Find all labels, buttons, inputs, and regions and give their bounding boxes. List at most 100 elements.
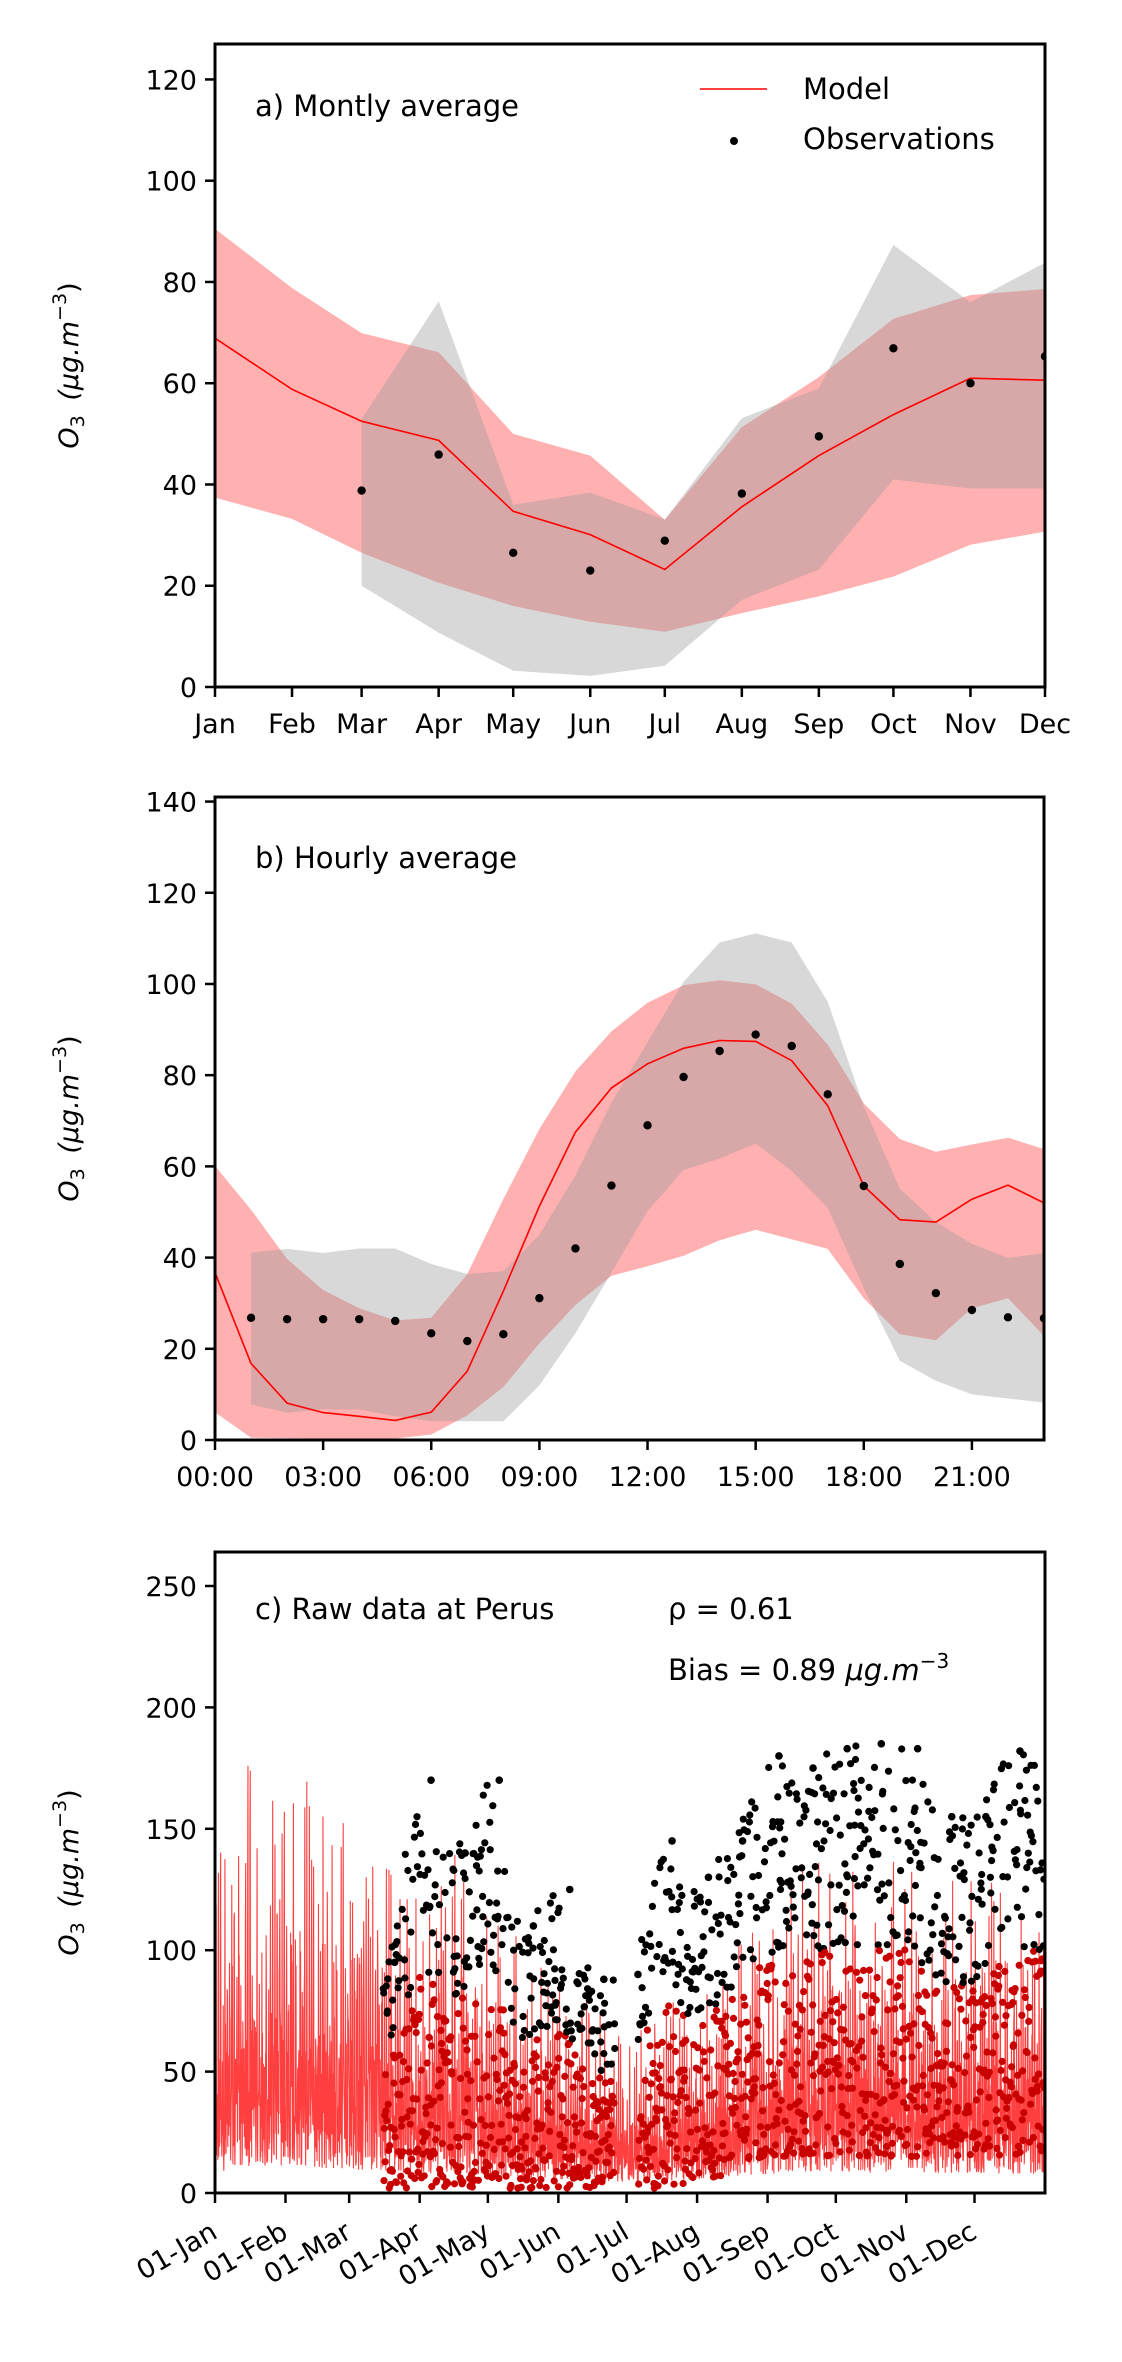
observation-point [729, 2109, 737, 2117]
observation-point [808, 1901, 816, 1909]
observation-point [744, 2078, 752, 2086]
observation-point [730, 1870, 738, 1878]
observation-point [755, 2021, 763, 2029]
observation-point [753, 1833, 761, 1841]
observation-point [472, 1821, 480, 1829]
observation-point [452, 1935, 460, 1943]
observation-point [599, 2009, 607, 2017]
y-tick-label: 60 [163, 1152, 197, 1183]
bias-annotation: Bias = 0.89 μg.m−3 [668, 1649, 949, 1687]
ylabel-unit: (μg.m [54, 1074, 85, 1162]
observation-point [537, 2022, 545, 2030]
observation-point [502, 2172, 510, 2180]
observation-point [859, 1966, 868, 1975]
observation-point [818, 2063, 827, 2071]
x-tick-label: Aug [715, 709, 768, 740]
observation-point [786, 2103, 794, 2111]
y-tick-label: 140 [145, 788, 197, 819]
observation-point [903, 2104, 911, 2112]
observation-point [959, 1973, 968, 1981]
observation-point [535, 2073, 543, 2082]
observation-point [973, 1813, 981, 1821]
observation-point [647, 2080, 655, 2088]
observation-point [560, 2143, 568, 2152]
observation-point [841, 1939, 849, 1947]
observation-point [711, 2089, 719, 2097]
observation-point [838, 1902, 846, 1910]
observation-point [685, 2108, 694, 2116]
observation-point [735, 1891, 743, 1899]
observation-point [790, 2149, 798, 2157]
observation-point [397, 2172, 405, 2180]
observation-point [423, 2130, 431, 2138]
observation-point [978, 1900, 986, 1908]
observation-point [727, 1863, 735, 1871]
observation-point [638, 1984, 646, 1992]
observation-point [847, 1760, 855, 1768]
observation-point [403, 2076, 411, 2084]
observation-point [715, 1855, 723, 1864]
observation-point [608, 2149, 616, 2157]
observation-point [833, 2054, 841, 2062]
observation-point [479, 1913, 487, 1921]
observation-point [809, 2149, 817, 2157]
observation-point [649, 2145, 658, 2153]
observation-point [397, 2122, 406, 2130]
observation-point [792, 1790, 801, 1798]
observation-point [585, 2164, 593, 2172]
observation-point [953, 2104, 962, 2112]
model-line [215, 1765, 1045, 2183]
observation-point [662, 2116, 670, 2124]
observation-point [840, 2026, 848, 2034]
observation-point [475, 1867, 483, 1875]
observation-point [496, 2024, 504, 2032]
observation-point [870, 2028, 878, 2036]
observation-point [906, 1856, 914, 1865]
observation-point [826, 2007, 835, 2015]
observation-point [414, 2168, 422, 2176]
panel-title: a) Montly average [255, 89, 519, 123]
observation-point [664, 2166, 672, 2174]
observation-point [525, 2168, 533, 2176]
observation-point [678, 1891, 686, 1899]
observation-point [665, 2002, 673, 2010]
observation-point [507, 2181, 515, 2189]
observation-point [744, 2034, 752, 2042]
observation-point [513, 1917, 522, 1925]
observation-point [478, 2149, 486, 2157]
observation-point [941, 2138, 949, 2146]
observation-point [853, 1941, 862, 1949]
observation-point [671, 2047, 680, 2056]
observation-point [471, 2032, 479, 2040]
observation-point [963, 1841, 971, 1849]
observation-point [696, 2099, 704, 2107]
observation-point [1014, 2029, 1022, 2037]
observation-point [1000, 1818, 1008, 1826]
observation-point [246, 1313, 256, 1322]
observation-point [881, 2116, 889, 2124]
observation-point [764, 1992, 772, 2000]
observation-point [681, 2074, 689, 2082]
observation-point [1015, 1961, 1023, 1969]
observation-point [534, 2087, 542, 2095]
observation-point [786, 1877, 794, 1885]
observation-point [466, 1936, 474, 1944]
observation-point [901, 1946, 909, 1954]
observation-point [718, 2142, 727, 2150]
observation-point [796, 2025, 804, 2033]
observation-point [724, 1877, 732, 1885]
observation-point [952, 2141, 960, 2149]
observation-point [551, 1976, 559, 1984]
observation-point [643, 1121, 652, 1130]
observation-point [982, 2119, 990, 2127]
observation-point [435, 1901, 443, 1909]
observation-point [551, 1965, 559, 1973]
observation-point [680, 2066, 688, 2074]
observation-point [873, 1886, 882, 1894]
observation-point [907, 1843, 915, 1851]
observation-point [411, 2021, 419, 2029]
observation-point [396, 2091, 404, 2099]
ylabel-close: ) [54, 1035, 85, 1046]
observation-point [649, 2059, 657, 2068]
